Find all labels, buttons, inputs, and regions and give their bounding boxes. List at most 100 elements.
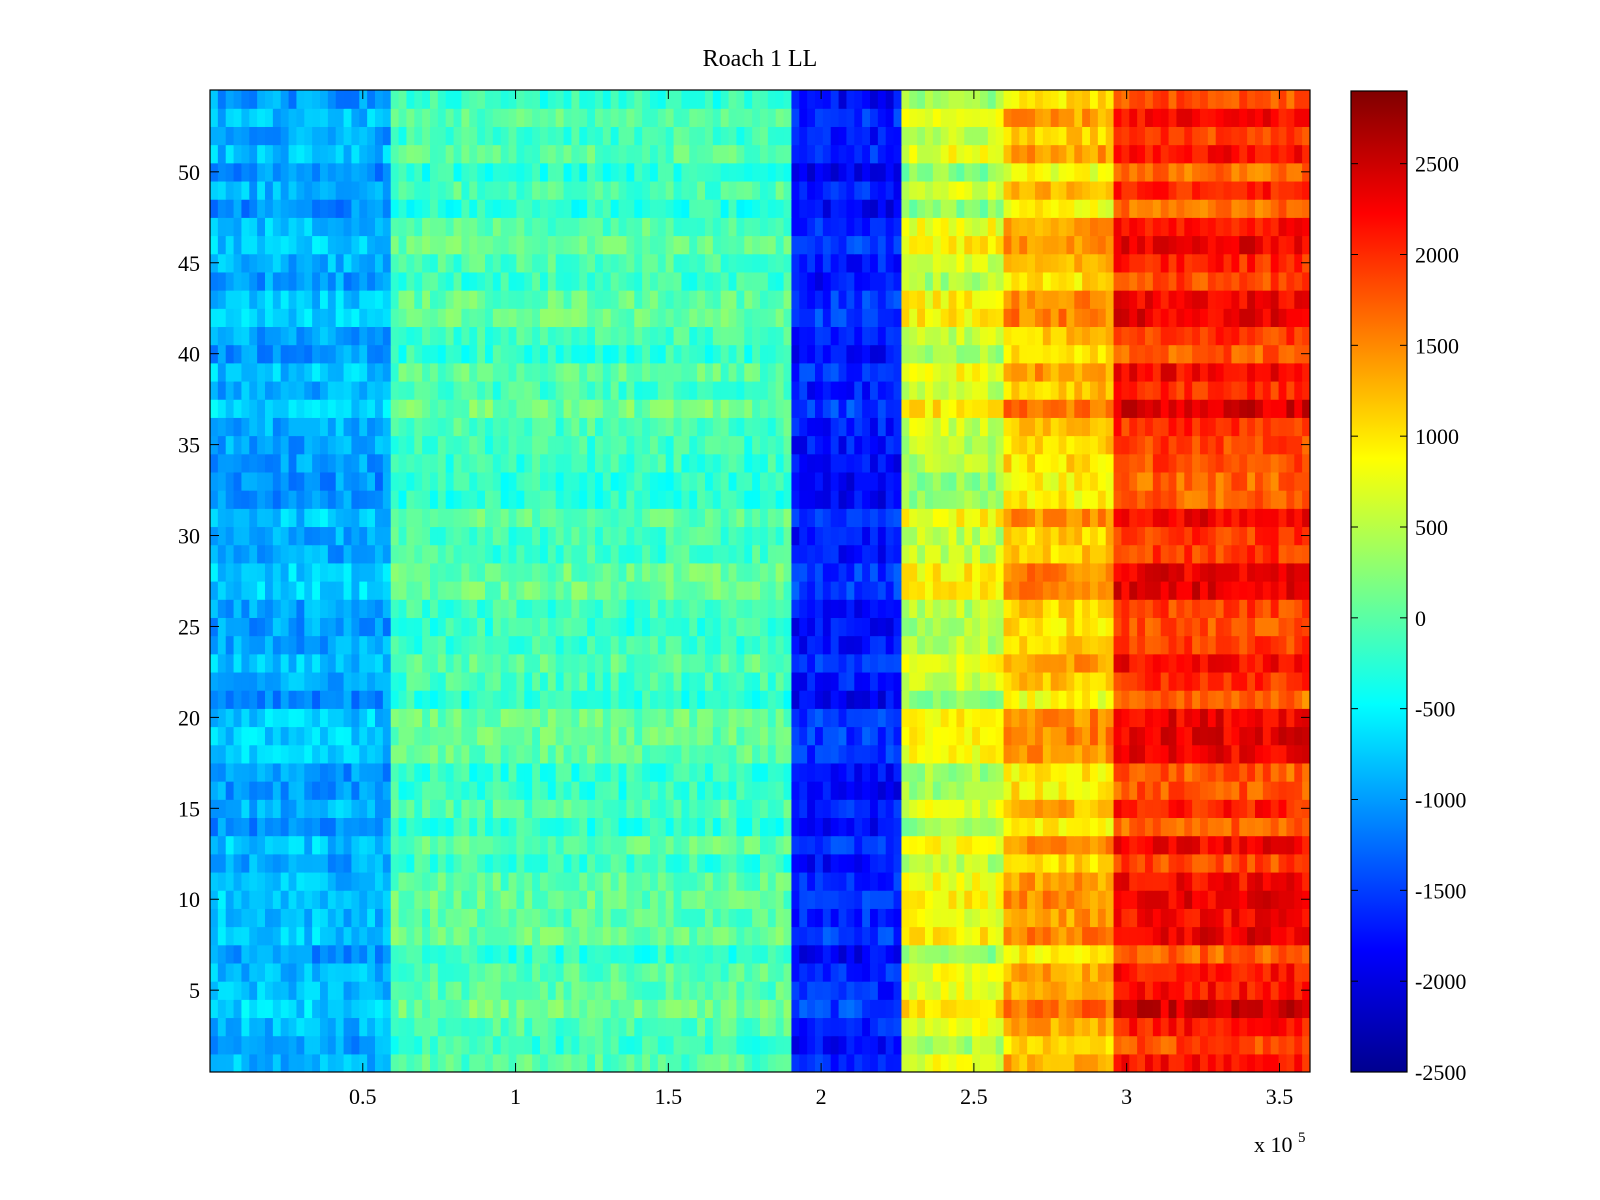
heatmap-cell — [673, 744, 683, 764]
heatmap-cell — [375, 762, 384, 782]
heatmap-cell — [327, 762, 337, 782]
heatmap-cell — [602, 490, 612, 509]
heatmap-cell — [579, 508, 588, 528]
heatmap-cell — [767, 799, 777, 819]
heatmap-cell — [343, 799, 353, 819]
heatmap-cell — [587, 526, 596, 546]
heatmap-cell — [571, 708, 580, 728]
heatmap-cell — [1278, 871, 1288, 891]
heatmap-cell — [634, 962, 643, 982]
heatmap-cell — [752, 417, 761, 437]
heatmap-cell — [225, 762, 235, 782]
heatmap-cell — [673, 417, 683, 437]
heatmap-cell — [610, 835, 620, 855]
heatmap-cell — [1278, 453, 1288, 473]
heatmap-cell — [752, 871, 761, 891]
heatmap-cell — [1105, 635, 1115, 655]
heatmap-cell — [783, 781, 793, 800]
heatmap-cell — [720, 581, 730, 600]
heatmap-cell — [917, 490, 926, 509]
heatmap-cell — [524, 599, 533, 618]
heatmap-cell — [705, 453, 714, 473]
heatmap-cell — [524, 526, 533, 546]
heatmap-cell — [280, 981, 290, 1000]
heatmap-cell — [697, 1035, 706, 1055]
heatmap-cell — [296, 835, 305, 855]
heatmap-cell — [657, 799, 667, 819]
heatmap-cell — [1090, 690, 1099, 709]
heatmap-cell — [1192, 490, 1201, 509]
heatmap-cell — [657, 981, 667, 1000]
heatmap-cell — [579, 471, 588, 491]
heatmap-cell — [712, 544, 722, 564]
heatmap-cell — [744, 508, 753, 528]
heatmap-cell — [681, 1017, 690, 1037]
heatmap-cell — [1160, 471, 1170, 491]
heatmap-cell — [657, 453, 667, 473]
heatmap-cell — [1160, 890, 1170, 909]
heatmap-cell — [885, 435, 895, 455]
heatmap-cell — [901, 635, 910, 655]
heatmap-cell — [901, 999, 910, 1019]
heatmap-cell — [799, 617, 808, 637]
heatmap-cell — [1255, 708, 1264, 728]
heatmap-cell — [579, 799, 588, 819]
heatmap-cell — [885, 890, 895, 909]
heatmap-cell — [320, 744, 329, 764]
heatmap-cell — [1184, 890, 1193, 909]
heatmap-cell — [595, 617, 604, 637]
heatmap-cell — [437, 726, 447, 746]
heatmap-cell — [673, 944, 683, 964]
heatmap-cell — [830, 635, 840, 655]
heatmap-cell — [901, 871, 910, 891]
heatmap-cell — [1278, 671, 1288, 691]
heatmap-cell — [987, 1035, 997, 1055]
heatmap-cell — [1074, 962, 1083, 982]
heatmap-cell — [893, 1053, 903, 1072]
heatmap-cell — [791, 471, 800, 491]
heatmap-cell — [508, 471, 518, 491]
heatmap-cell — [767, 817, 777, 837]
heatmap-cell — [602, 635, 612, 655]
heatmap-cell — [296, 781, 305, 800]
heatmap-cell — [697, 671, 706, 691]
heatmap-cell — [1066, 653, 1075, 673]
heatmap-cell — [516, 762, 525, 782]
heatmap-cell — [304, 635, 313, 655]
heatmap-cell — [1137, 944, 1146, 964]
heatmap-cell — [1137, 762, 1146, 782]
heatmap-cell — [540, 562, 549, 582]
heatmap-cell — [422, 853, 431, 873]
heatmap-cell — [830, 762, 840, 782]
heatmap-cell — [1239, 1035, 1248, 1055]
heatmap-cell — [1097, 890, 1107, 909]
heatmap-cell — [728, 853, 738, 873]
heatmap-cell — [744, 1017, 753, 1037]
heatmap-cell — [775, 962, 785, 982]
heatmap-cell — [1184, 544, 1193, 564]
heatmap-cell — [1042, 671, 1052, 691]
heatmap-cell — [280, 726, 290, 746]
heatmap-cell — [987, 1017, 997, 1037]
heatmap-cell — [799, 708, 808, 728]
heatmap-cell — [925, 562, 934, 582]
heatmap-cell — [650, 671, 659, 691]
heatmap-cell — [1278, 853, 1288, 873]
heatmap-cell — [1231, 671, 1240, 691]
heatmap-cell — [1152, 890, 1162, 909]
heatmap-cell — [705, 981, 714, 1000]
heatmap-cell — [830, 908, 840, 928]
heatmap-cell — [618, 599, 628, 618]
heatmap-cell — [736, 435, 745, 455]
heatmap-cell — [1097, 835, 1107, 855]
heatmap-cell — [359, 453, 368, 473]
heatmap-cell — [972, 981, 981, 1000]
heatmap-cell — [1145, 1053, 1154, 1072]
heatmap-cell — [304, 490, 313, 509]
heatmap-cell — [406, 890, 415, 909]
heatmap-cell — [1286, 490, 1295, 509]
heatmap-cell — [485, 653, 494, 673]
heatmap-cell — [736, 653, 745, 673]
heatmap-cell — [822, 871, 832, 891]
heatmap-cell — [854, 1017, 863, 1037]
